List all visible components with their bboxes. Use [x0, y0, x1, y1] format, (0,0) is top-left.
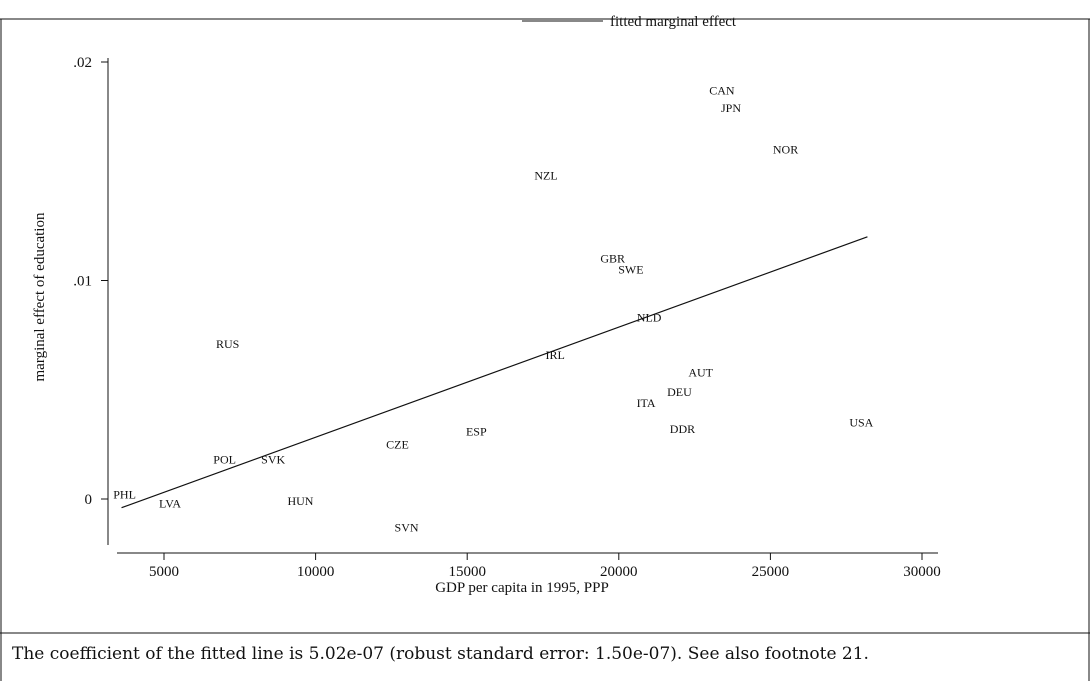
x-axis-label: GDP per capita in 1995, PPP: [435, 580, 609, 596]
point-label-phl: PHL: [113, 488, 136, 502]
y-axis-label: marginal effect of education: [32, 212, 48, 381]
legend-label: fitted marginal effect: [610, 14, 737, 30]
point-label-pol: POL: [213, 453, 236, 467]
point-label-aut: AUT: [688, 365, 713, 379]
point-label-svn: SVN: [395, 520, 419, 534]
figure-caption: The coefficient of the fitted line is 5.…: [12, 644, 869, 664]
legend: fitted marginal effect: [522, 14, 737, 30]
y-tick-label: .02: [73, 55, 92, 71]
point-label-rus: RUS: [216, 337, 239, 351]
point-label-irl: IRL: [545, 348, 564, 362]
y-tick-label: .01: [73, 274, 92, 290]
point-label-jpn: JPN: [721, 101, 741, 115]
point-label-deu: DEU: [667, 385, 692, 399]
point-label-hun: HUN: [287, 494, 313, 508]
point-label-lva: LVA: [159, 496, 181, 510]
fitted-line-layer: [121, 236, 868, 509]
point-label-esp: ESP: [466, 424, 487, 438]
point-label-svk: SVK: [261, 453, 285, 467]
point-label-nld: NLD: [637, 311, 662, 325]
x-tick-label: 5000: [149, 564, 179, 580]
point-label-gbr: GBR: [600, 252, 625, 266]
x-ticks: 5000 10000 15000 20000 25000 30000: [149, 553, 941, 580]
point-label-nzl: NZL: [534, 169, 557, 183]
point-label-ita: ITA: [637, 396, 656, 410]
x-tick-label: 25000: [752, 564, 790, 580]
point-label-nor: NOR: [773, 142, 798, 156]
x-tick-label: 20000: [600, 564, 638, 580]
point-label-swe: SWE: [618, 263, 643, 277]
fitted-line: [121, 236, 868, 509]
x-tick-label: 15000: [448, 564, 486, 580]
y-tick-label: 0: [85, 492, 93, 508]
point-label-cze: CZE: [386, 437, 409, 451]
point-label-ddr: DDR: [670, 422, 695, 436]
point-label-can: CAN: [709, 83, 735, 97]
y-ticks: 0 .01 .02: [73, 55, 108, 508]
x-tick-label: 10000: [297, 564, 335, 580]
point-label-usa: USA: [849, 416, 873, 430]
x-tick-label: 30000: [903, 564, 941, 580]
